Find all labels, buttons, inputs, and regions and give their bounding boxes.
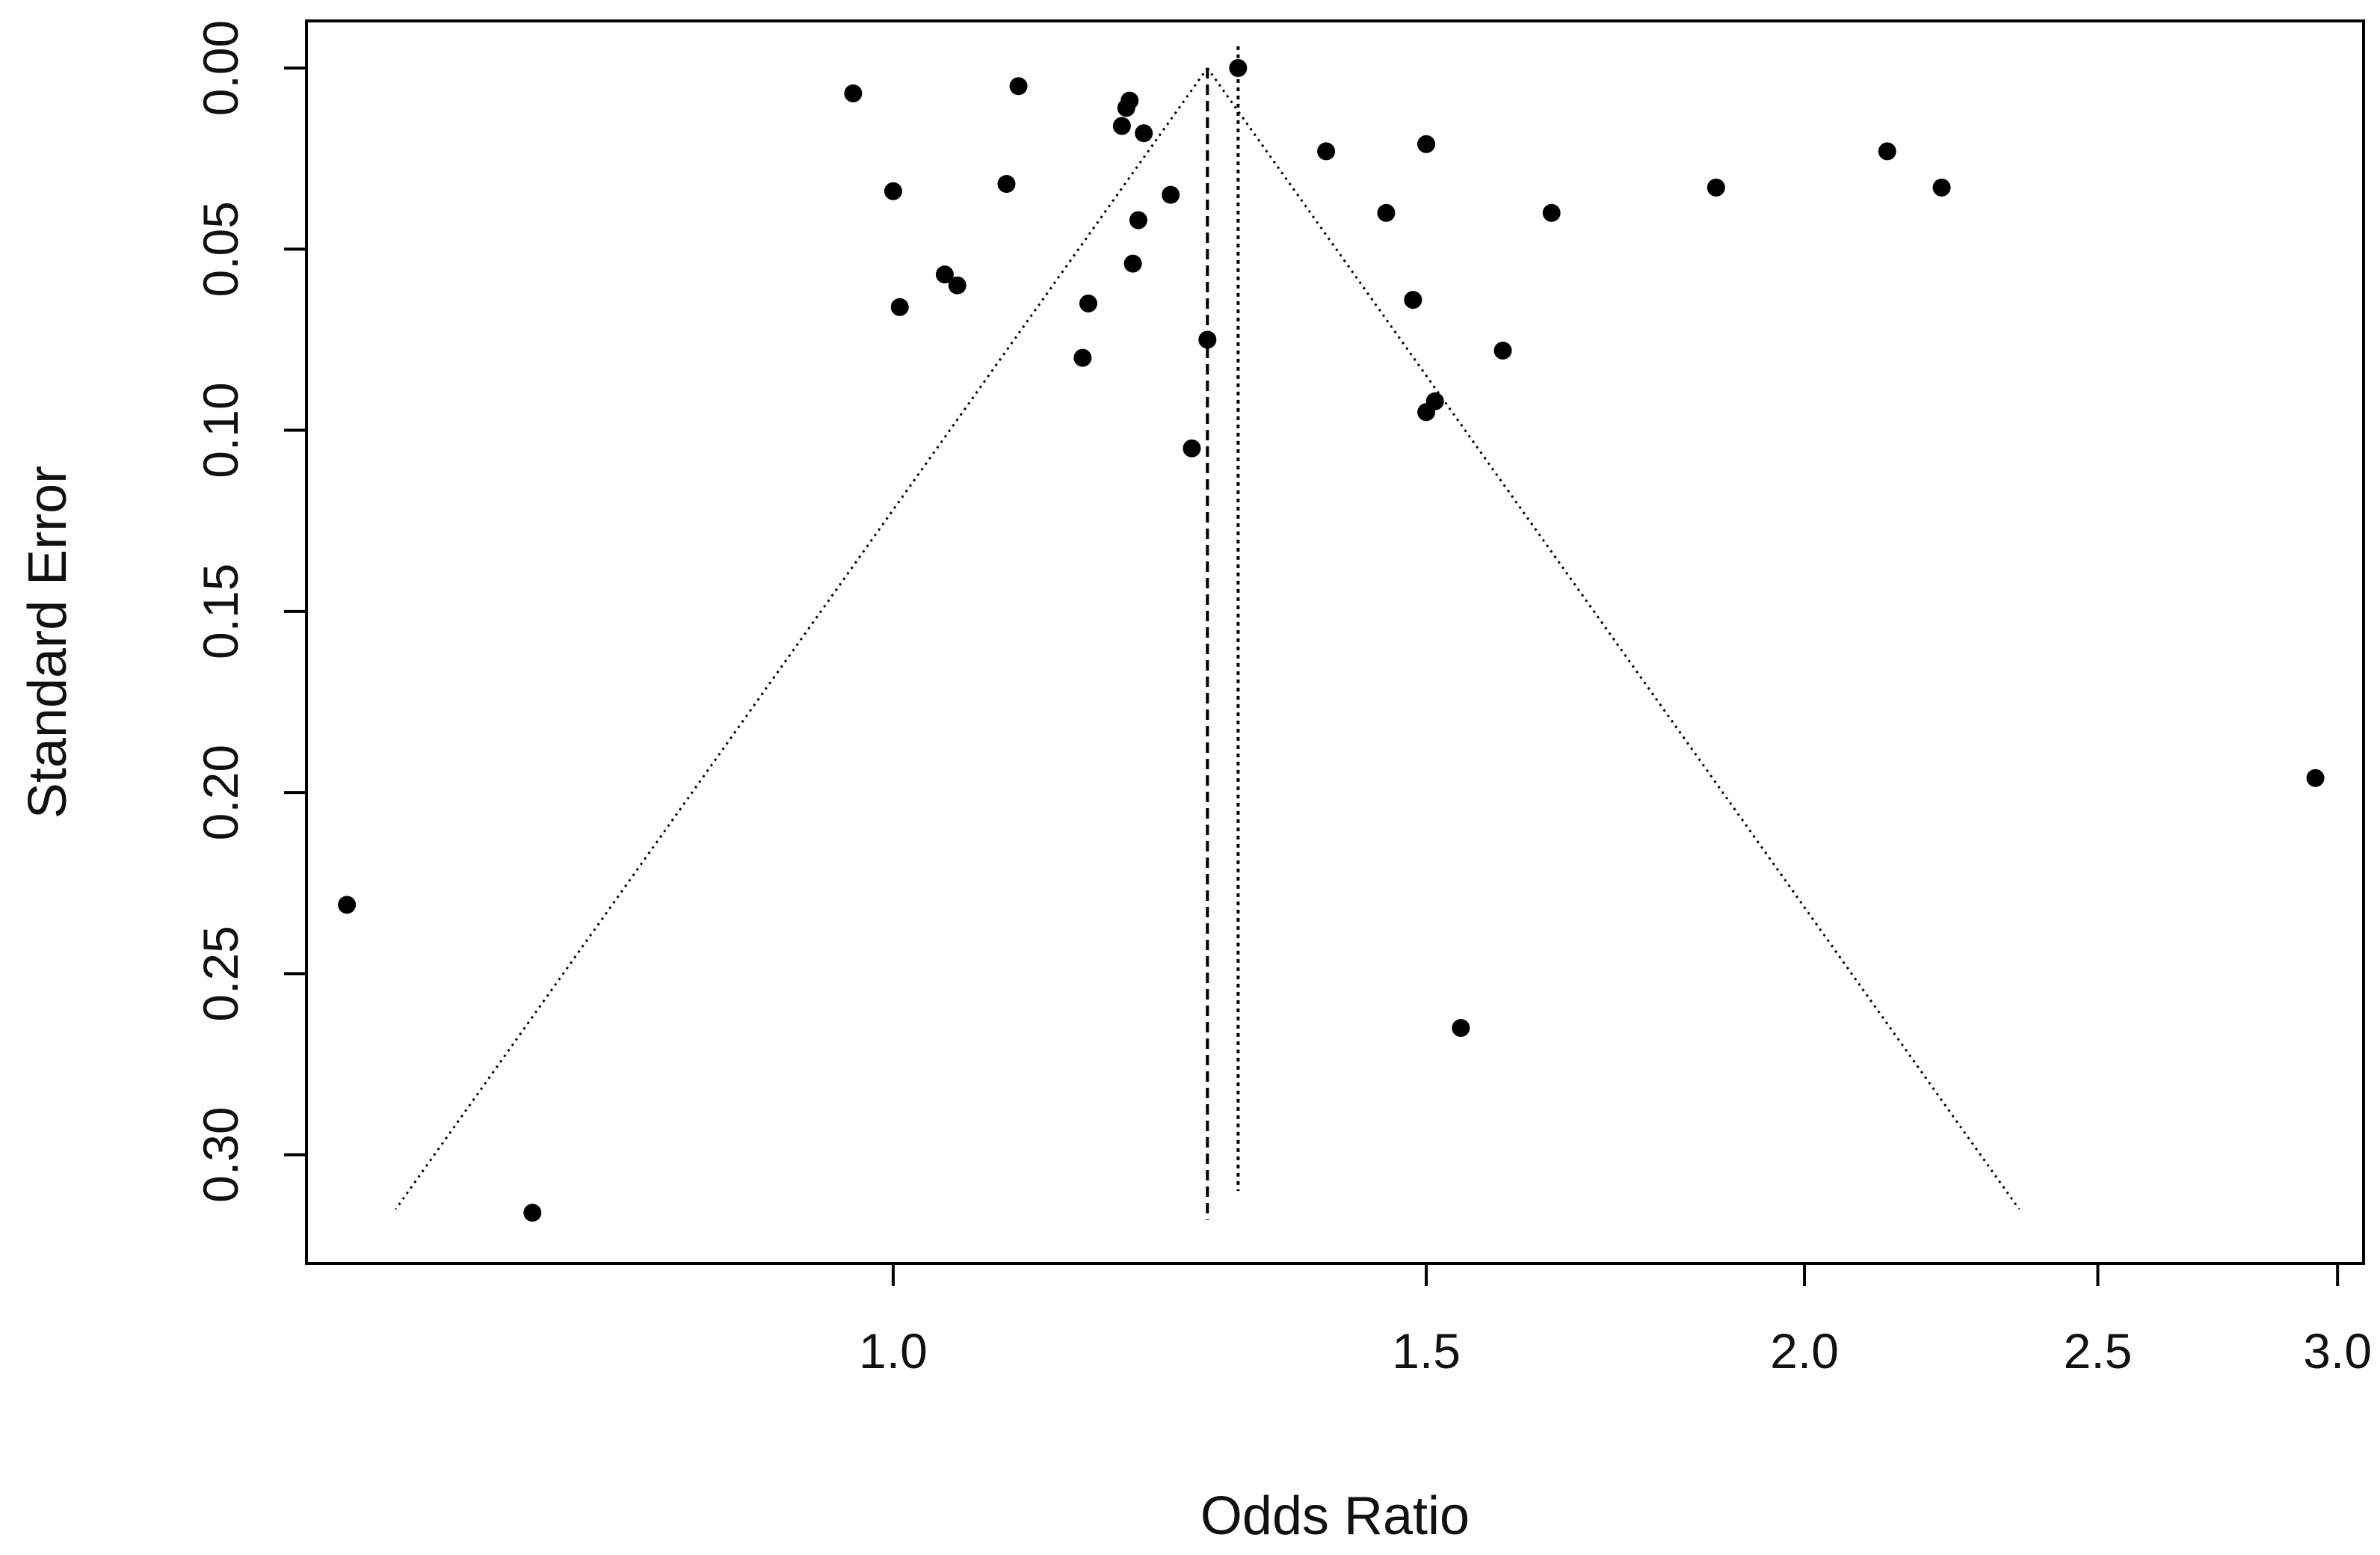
data-point-29 — [1878, 142, 1896, 161]
x-tick-label-4: 2.5 — [2064, 1323, 2133, 1379]
data-point-10 — [1162, 185, 1180, 204]
data-point-34 — [523, 1204, 542, 1222]
x-tick-label-2: 1.5 — [1392, 1323, 1461, 1379]
y-axis: 0.00 0.05 0.10 0.15 0.20 0.25 0.30 — [193, 20, 308, 1203]
y-tick-label-3: 0.10 — [193, 382, 248, 478]
x-axis: 1.0 1.5 2.0 2.5 3.0 — [859, 1262, 2372, 1379]
plot-frame — [305, 19, 2365, 1265]
data-point-20 — [1317, 142, 1336, 161]
data-point-22 — [1377, 203, 1396, 222]
funnel-right-line — [1206, 67, 2020, 1210]
data-point-1 — [844, 84, 863, 102]
data-point-27 — [1425, 392, 1444, 410]
data-point-3 — [1112, 117, 1131, 135]
data-point-6 — [1135, 124, 1153, 143]
data-point-32 — [338, 896, 357, 914]
y-axis-label: Standard Error — [18, 466, 78, 819]
data-point-8 — [884, 182, 902, 200]
data-point-15 — [890, 298, 909, 316]
data-point-12 — [1123, 254, 1142, 273]
data-point-24 — [1542, 203, 1561, 222]
data-point-7 — [1229, 58, 1248, 77]
y-tick-label-2: 0.05 — [193, 201, 248, 297]
data-point-21 — [1417, 135, 1436, 153]
data-point-23 — [1404, 291, 1422, 310]
data-point-33 — [1452, 1019, 1470, 1038]
x-axis-label: Odds Ratio — [1200, 1486, 1470, 1546]
data-point-13 — [935, 265, 954, 284]
x-tick-label-5: 3.0 — [2303, 1323, 2372, 1379]
y-tick-label-6: 0.25 — [193, 926, 248, 1021]
funnel-left-line — [395, 67, 1209, 1210]
data-point-9 — [997, 175, 1016, 194]
data-points — [338, 58, 2325, 1222]
data-point-25 — [1493, 341, 1512, 360]
data-point-17 — [1073, 348, 1092, 367]
data-point-5 — [1120, 91, 1139, 110]
data-point-18 — [1198, 330, 1217, 349]
funnel-lines — [395, 46, 2020, 1220]
y-tick-label-1: 0.00 — [193, 20, 248, 116]
y-tick-label-4: 0.15 — [193, 564, 248, 659]
y-tick-label-7: 0.30 — [193, 1106, 248, 1202]
x-tick-label-1: 1.0 — [859, 1323, 928, 1379]
data-point-28 — [1707, 178, 1725, 197]
y-tick-label-5: 0.20 — [193, 745, 248, 840]
data-point-11 — [1129, 211, 1147, 230]
data-point-19 — [1183, 439, 1201, 458]
data-point-16 — [1079, 294, 1097, 312]
data-point-30 — [1932, 178, 1951, 197]
data-point-2 — [1009, 77, 1028, 96]
x-tick-label-3: 2.0 — [1770, 1323, 1839, 1379]
data-point-14 — [948, 276, 967, 295]
data-point-31 — [2306, 769, 2325, 787]
